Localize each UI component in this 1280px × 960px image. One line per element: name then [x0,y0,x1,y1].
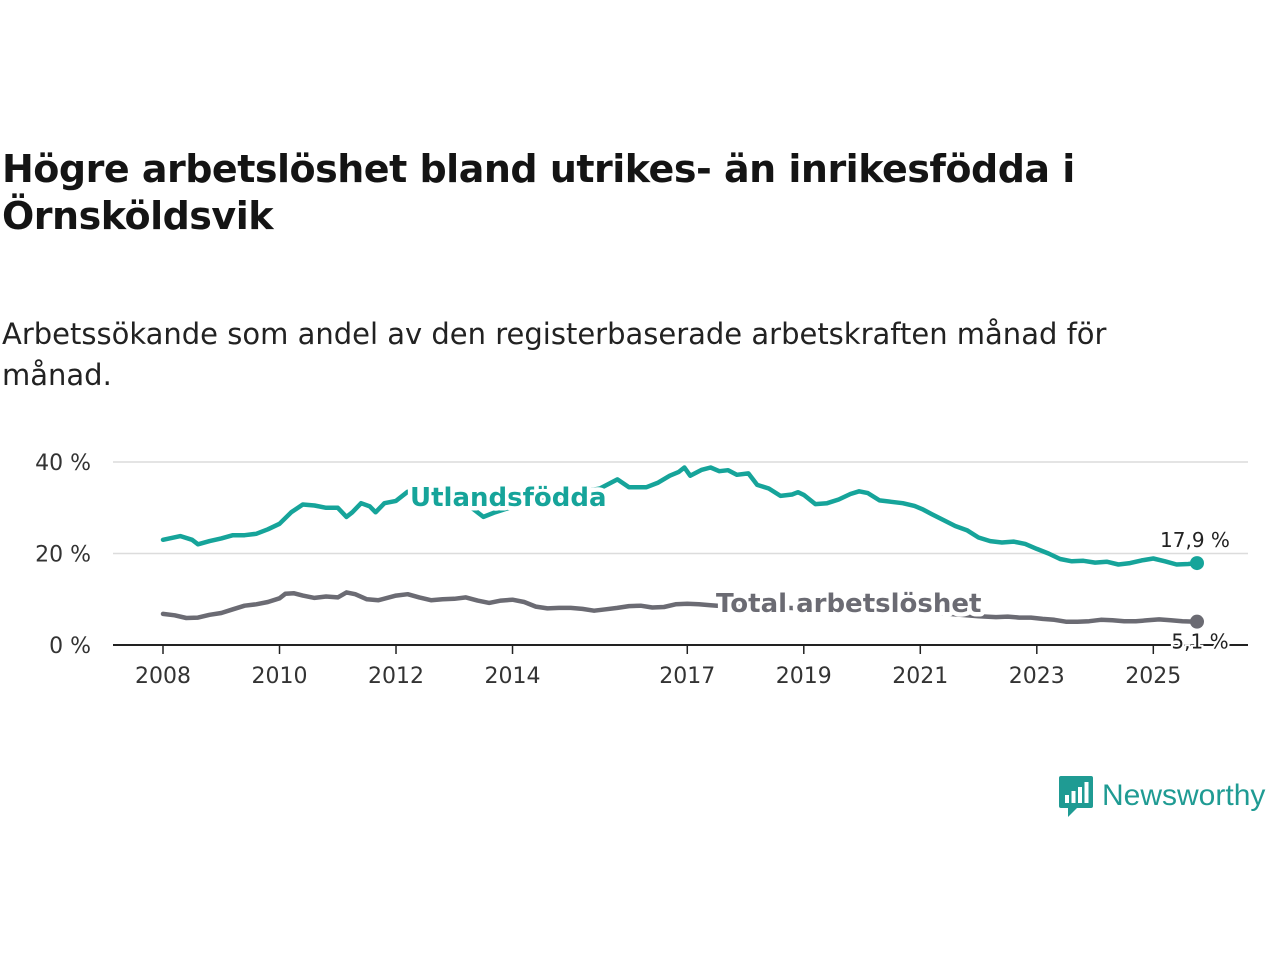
end-value-label-utlandsfodda: 17,9 % [1160,528,1230,552]
chart-subtitle: Arbetssökande som andel av den registerb… [2,317,1107,392]
x-tick-label: 2023 [1009,664,1065,689]
x-axis-ticks: 2008 2010 2012 2014 2017 2019 2021 2023 2025 [135,645,1181,689]
series-end-dot [1190,556,1204,571]
x-tick-label: 2021 [892,664,948,689]
y-tick-label: 20 % [35,543,91,568]
x-tick-label: 2012 [368,664,424,689]
series-lines [160,465,1204,629]
gridlines [113,461,1248,646]
x-tick-label: 2017 [659,664,715,689]
brand-name: Newsworthy [1102,779,1266,812]
y-axis-ticks: 0 % 20 % 40 % [35,451,91,659]
x-tick-label: 2014 [485,664,541,689]
series-line-utlandsfodda [160,465,1200,567]
series-labels: 17,9 % 5,1 % Utlandsfödda Total arbetslöshe… [406,479,1231,656]
series-label-total: Total arbetslöshet [716,589,981,619]
newsworthy-logo: Newsworthy [1058,773,1265,819]
x-tick-label: 2010 [252,664,308,689]
y-tick-label: 40 % [35,451,91,476]
newsworthy-icon [1059,776,1093,817]
series-label-utlandsfodda: Utlandsfödda [410,483,607,513]
series-end-dot [1190,614,1204,629]
x-tick-label: 2025 [1125,664,1181,689]
line-chart: 0 % 20 % 40 % 2008 2010 2012 2014 2017 2019 2021… [35,451,1248,689]
series-line-total [160,590,1200,624]
x-tick-label: 2008 [135,664,191,689]
chart-title: Högre arbetslöshet bland utrikes- än inr… [2,147,1075,238]
x-tick-label: 2019 [776,664,832,689]
y-tick-label: 0 % [49,634,91,659]
end-value-label-total: 5,1 % [1171,630,1228,654]
